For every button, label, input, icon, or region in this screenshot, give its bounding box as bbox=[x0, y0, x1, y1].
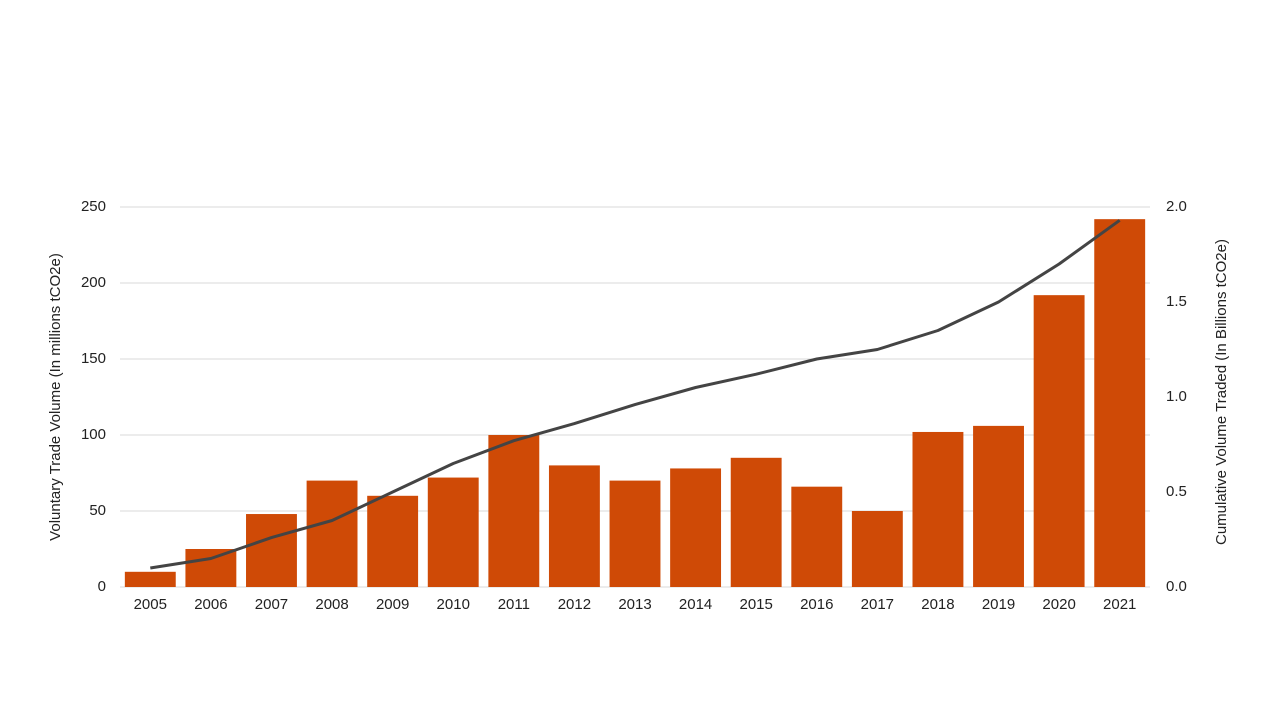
bar bbox=[730, 457, 782, 587]
bar bbox=[912, 431, 964, 587]
y2-tick-label: 1.5 bbox=[1166, 293, 1187, 310]
x-tick-label: 2018 bbox=[921, 596, 954, 613]
bar bbox=[427, 477, 479, 587]
x-tick-label: 2011 bbox=[498, 596, 530, 613]
y-tick-label: 200 bbox=[81, 274, 106, 291]
y-tick-label: 250 bbox=[81, 198, 106, 215]
x-tick-label: 2009 bbox=[376, 596, 409, 613]
y-axis-title: Voluntary Trade Volume (In millions tCO2… bbox=[47, 253, 64, 541]
y2-tick-label: 2.0 bbox=[1166, 198, 1187, 215]
y-tick-label: 100 bbox=[81, 426, 106, 443]
y2-axis-title: Cumulative Volume Traded (In Billions tC… bbox=[1213, 239, 1230, 545]
bar bbox=[1033, 295, 1085, 587]
bar bbox=[791, 486, 843, 587]
bar bbox=[609, 480, 661, 587]
x-tick-label: 2005 bbox=[134, 596, 167, 613]
x-tick-label: 2015 bbox=[739, 596, 772, 613]
x-tick-label: 2017 bbox=[861, 596, 894, 613]
bar bbox=[670, 468, 722, 587]
y-tick-label: 150 bbox=[81, 350, 106, 367]
y2-tick-label: 0.0 bbox=[1166, 578, 1187, 595]
x-tick-label: 2012 bbox=[558, 596, 591, 613]
x-tick-label: 2008 bbox=[315, 596, 348, 613]
x-tick-label: 2007 bbox=[255, 596, 288, 613]
bar bbox=[124, 571, 176, 587]
bar bbox=[246, 514, 297, 587]
x-tick-label: 2010 bbox=[437, 596, 470, 613]
bar bbox=[1094, 219, 1146, 587]
bar bbox=[973, 425, 1024, 587]
x-tick-label: 2020 bbox=[1042, 596, 1075, 613]
x-tick-label: 2016 bbox=[800, 596, 833, 613]
x-tick-label: 2013 bbox=[618, 596, 651, 613]
bar bbox=[488, 435, 540, 587]
bar bbox=[851, 511, 903, 587]
y2-tick-label: 1.0 bbox=[1166, 388, 1187, 405]
line bbox=[150, 219, 1121, 570]
x-tick-label: 2014 bbox=[679, 596, 712, 613]
bar bbox=[367, 495, 419, 587]
y-tick-label: 50 bbox=[89, 502, 106, 519]
x-tick-label: 2006 bbox=[194, 596, 227, 613]
bar bbox=[185, 549, 237, 587]
x-tick-label: 2019 bbox=[982, 596, 1015, 613]
x-tick-label: 2021 bbox=[1103, 596, 1136, 613]
y2-tick-label: 0.5 bbox=[1166, 483, 1187, 500]
y-tick-label: 0 bbox=[98, 578, 106, 595]
bar bbox=[306, 480, 358, 587]
bar bbox=[548, 465, 600, 587]
